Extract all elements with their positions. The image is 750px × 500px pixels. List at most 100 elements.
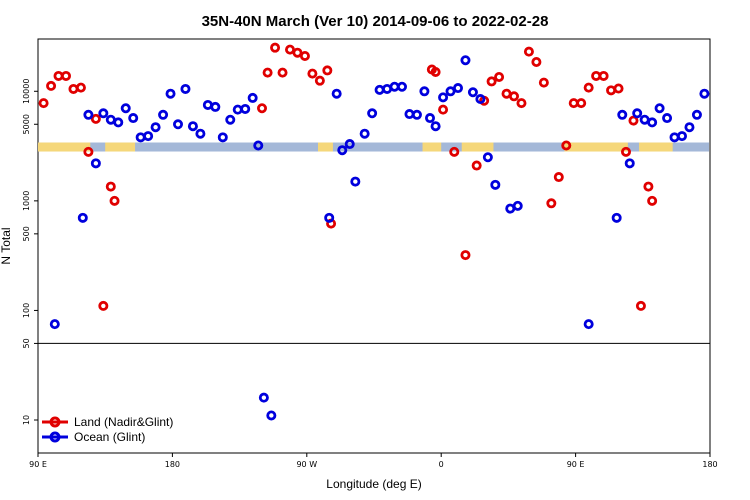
land-point <box>277 67 288 78</box>
land-point <box>256 103 267 114</box>
y-tick-label: 10000 <box>22 79 31 104</box>
ocean-point <box>374 84 385 95</box>
ocean-point <box>258 392 269 403</box>
ocean-point <box>617 109 628 120</box>
land-point <box>292 47 303 58</box>
series-land <box>38 42 658 311</box>
ocean-point <box>143 131 154 142</box>
land-point <box>68 83 79 94</box>
ocean-point <box>699 88 710 99</box>
y-axis-label: N Total <box>0 227 13 264</box>
land-point <box>531 57 542 68</box>
ocean-point <box>344 139 355 150</box>
land-point <box>508 91 519 102</box>
land-point <box>538 77 549 88</box>
ocean-point <box>172 119 183 130</box>
land-point <box>460 250 471 261</box>
ocean-point <box>217 132 228 143</box>
ocean-point <box>83 109 94 120</box>
ocean-point <box>120 103 131 114</box>
ocean-point <box>404 109 415 120</box>
land-point <box>61 70 72 81</box>
ocean-point <box>98 108 109 119</box>
x-axis: 90 E 180 90 W 0 90 E 180 <box>29 453 718 469</box>
ocean-point <box>247 92 258 103</box>
map-strip-land <box>639 142 673 152</box>
ocean-point <box>438 92 449 103</box>
legend-land-label: Land (Nadir&Glint) <box>74 415 173 429</box>
ocean-point <box>128 113 139 124</box>
ocean-point <box>611 212 622 223</box>
ocean-point <box>165 88 176 99</box>
ocean-point <box>475 94 486 105</box>
ocean-point <box>253 140 264 151</box>
land-point <box>46 80 57 91</box>
ocean-point <box>266 410 277 421</box>
land-point <box>98 300 109 311</box>
land-point <box>307 68 318 79</box>
y-tick-label: 10 <box>22 415 31 425</box>
chart-title: 35N-40N March (Ver 10) 2014-09-06 to 202… <box>202 13 549 30</box>
x-tick-label: 180 <box>165 460 180 469</box>
land-point <box>598 70 609 81</box>
ocean-point <box>583 319 594 330</box>
ocean-point <box>240 103 251 114</box>
map-strip-land <box>105 142 136 152</box>
ocean-point <box>158 109 169 120</box>
map-strip-land <box>318 142 333 152</box>
x-axis-label: Longitude (deg E) <box>326 477 421 491</box>
land-point <box>486 76 497 87</box>
legend: Land (Nadir&Glint) Ocean (Glint) <box>42 415 173 444</box>
legend-ocean-marker <box>49 431 61 443</box>
legend-land-marker <box>49 416 61 428</box>
ocean-point <box>90 158 101 169</box>
ocean-point <box>430 121 441 132</box>
ocean-point <box>419 86 430 97</box>
ocean-point <box>482 152 493 163</box>
land-point <box>583 82 594 93</box>
legend-ocean-label: Ocean (Glint) <box>74 430 145 444</box>
ocean-point <box>632 108 643 119</box>
land-point <box>83 146 94 157</box>
ocean-point <box>411 109 422 120</box>
land-point <box>546 198 557 209</box>
map-strip-land <box>564 142 628 152</box>
ocean-point <box>187 121 198 132</box>
ocean-point <box>691 109 702 120</box>
land-point <box>628 115 639 126</box>
land-point <box>322 65 333 76</box>
x-tick-label: 180 <box>702 460 717 469</box>
land-point <box>621 146 632 157</box>
ocean-point <box>350 176 361 187</box>
ocean-point <box>684 122 695 133</box>
ocean-point <box>225 114 236 125</box>
map-strip-ocean <box>39 142 709 152</box>
ocean-point <box>654 103 665 114</box>
map-strip-land <box>422 142 442 152</box>
ocean-point <box>460 55 471 66</box>
series-ocean <box>49 55 710 421</box>
land-point <box>90 113 101 124</box>
land-point <box>430 66 441 77</box>
y-tick-label: 5000 <box>22 114 31 134</box>
ocean-point <box>331 88 342 99</box>
land-point <box>75 82 86 93</box>
ocean-point <box>490 179 501 190</box>
y-tick-label: 100 <box>22 303 31 318</box>
ocean-point <box>467 87 478 98</box>
land-point <box>516 98 527 109</box>
ocean-point <box>662 113 673 124</box>
ocean-point <box>367 108 378 119</box>
ocean-point <box>49 319 60 330</box>
land-point <box>523 46 534 57</box>
ocean-point <box>324 212 335 223</box>
y-axis: 10 50 100 500 1000 5000 10000 <box>22 79 38 425</box>
map-strip <box>38 142 709 152</box>
ocean-point <box>180 83 191 94</box>
ocean-point <box>512 200 523 211</box>
x-tick-label: 90 W <box>296 460 317 469</box>
plot-frame <box>37 38 711 454</box>
land-point <box>471 160 482 171</box>
map-strip-land <box>38 142 91 152</box>
ocean-point <box>624 158 635 169</box>
